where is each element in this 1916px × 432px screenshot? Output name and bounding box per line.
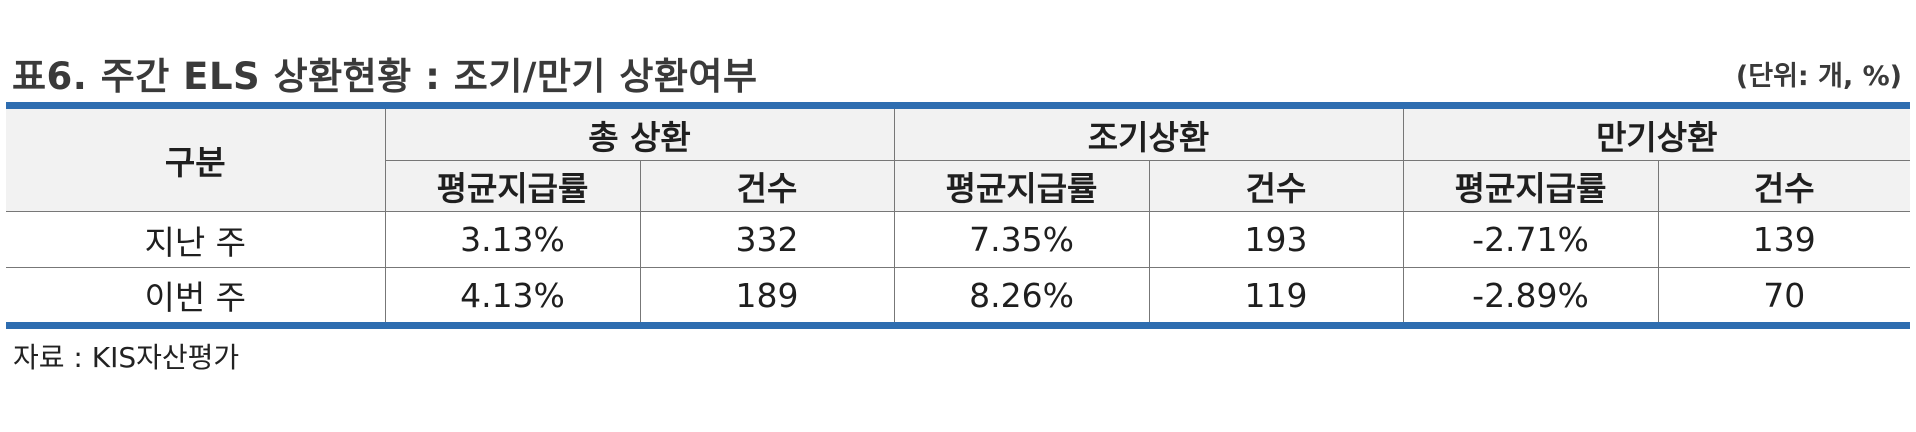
unit-note: (단위: 개, %) — [1735, 60, 1902, 92]
bottom-rule — [6, 322, 1910, 329]
table-cell: 189 — [639, 267, 895, 322]
table-body: 지난 주 3.13% 332 7.35% 193 -2.71% 139 이번 주… — [6, 211, 1911, 322]
group-maturity-header: 만기상환 — [1402, 109, 1911, 161]
sub-header-avg-rate: 평균지급률 — [1402, 160, 1659, 212]
sub-header-count: 건수 — [639, 160, 895, 212]
table-row: 이번 주 4.13% 189 8.26% 119 -2.89% 70 — [6, 267, 1911, 322]
table-row: 지난 주 3.13% 332 7.35% 193 -2.71% 139 — [6, 211, 1911, 268]
sub-header-avg-rate: 평균지급률 — [385, 160, 641, 212]
row-label: 지난 주 — [6, 211, 386, 268]
row-label: 이번 주 — [6, 267, 386, 322]
els-table-container: 구분 총 상환 조기상환 만기상환 평균지급률 건수 평균지급률 건수 평균지급… — [6, 102, 1911, 329]
table-title: 표6. 주간 ELS 상환현황 : 조기/만기 상환여부 — [12, 55, 758, 98]
table-cell: 7.35% — [893, 211, 1150, 268]
group-early-header: 조기상환 — [893, 109, 1404, 161]
table-header: 구분 총 상환 조기상환 만기상환 평균지급률 건수 평균지급률 건수 평균지급… — [6, 109, 1911, 212]
title-row: 표6. 주간 ELS 상환현황 : 조기/만기 상환여부 (단위: 개, %) — [12, 44, 1902, 102]
sub-header-row: 평균지급률 건수 평균지급률 건수 평균지급률 건수 — [6, 160, 1911, 212]
table-cell: 70 — [1657, 267, 1911, 322]
table-cell: 4.13% — [384, 267, 641, 322]
table-cell: 3.13% — [384, 211, 641, 268]
sub-header-count: 건수 — [1148, 160, 1404, 212]
top-rule — [6, 102, 1910, 109]
row-header-cell: 구분 — [6, 109, 386, 212]
table-cell: 119 — [1148, 267, 1404, 322]
group-header-row: 구분 총 상환 조기상환 만기상환 — [6, 109, 1911, 212]
els-redemption-table: 구분 총 상환 조기상환 만기상환 평균지급률 건수 평균지급률 건수 평균지급… — [6, 109, 1911, 322]
source-note: 자료 : KIS자산평가 — [13, 341, 240, 374]
table-cell: 8.26% — [893, 267, 1150, 322]
sub-header-avg-rate: 평균지급률 — [893, 160, 1150, 212]
sub-header-count: 건수 — [1657, 160, 1911, 212]
table-cell: 193 — [1148, 211, 1404, 268]
table-cell: 139 — [1657, 211, 1911, 268]
group-total-header: 총 상환 — [384, 109, 895, 161]
table-cell: 332 — [639, 211, 895, 268]
table-cell: -2.89% — [1402, 267, 1659, 322]
table-cell: -2.71% — [1402, 211, 1659, 268]
